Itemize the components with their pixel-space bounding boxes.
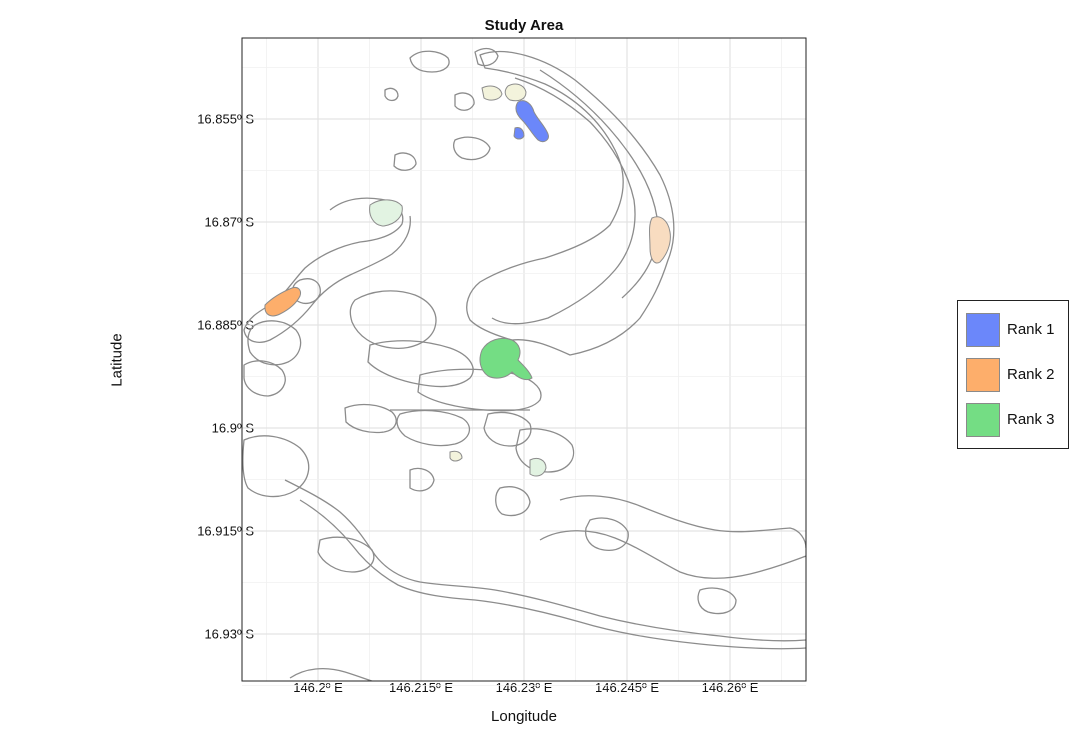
panel-border: [241, 37, 807, 682]
reef-small-b: [453, 136, 491, 161]
rank2-polygon-west: [264, 287, 301, 317]
reef-central-1: [349, 290, 437, 349]
x-tick-label: 146.2º E: [293, 680, 343, 695]
reef-south-patch-2: [584, 517, 629, 551]
y-tick-label: 16.855º S: [197, 111, 254, 127]
y-tick-label: 16.885º S: [197, 317, 254, 333]
y-tick-label: 16.9º S: [211, 420, 254, 436]
reef-patch: [409, 50, 450, 73]
legend-swatch-rank-1: [966, 312, 1000, 347]
legend-label-rank-1: Rank 1: [1007, 321, 1055, 338]
reef-small-c: [384, 87, 399, 102]
x-tick-label: 146.245º E: [594, 680, 660, 695]
reef-bottom-edge: [289, 667, 374, 681]
legend-swatch-rank-3: [966, 402, 1000, 437]
legend-swatch-rank-2: [966, 357, 1000, 392]
reef-west-lobe: [247, 320, 302, 366]
ranked-areas: [264, 83, 671, 477]
map-title: Study Area: [484, 17, 564, 34]
reef-west-arm: [243, 197, 411, 343]
reef-south-patch-5: [409, 467, 435, 492]
reef-central-7: [515, 428, 575, 473]
reef-top-patch: [474, 47, 499, 67]
reef-small-d: [393, 152, 417, 171]
y-tick-label: 16.915º S: [197, 523, 254, 539]
rank2-polygon-east: [649, 216, 671, 264]
reef-west-lower: [243, 360, 286, 397]
legend-item-rank-2: Rank 2: [966, 352, 1060, 397]
reef-central-4: [344, 403, 397, 434]
reef-south-patch-4: [317, 536, 375, 573]
reef-south-band: [284, 479, 806, 642]
x-tick-label: 146.215º E: [388, 680, 454, 695]
rank1-pale-patch-2: [481, 85, 503, 101]
reef-central-6: [483, 411, 532, 447]
legend-item-rank-1: Rank 1: [966, 307, 1060, 352]
rank1-polygon-small: [513, 127, 525, 140]
rank1-pale-patch: [504, 83, 527, 102]
reef-central-3: [417, 368, 542, 412]
rank3-pale-south-2: [449, 450, 463, 462]
reef-south-east-lobe: [559, 495, 806, 549]
rank3-pale-south: [529, 457, 547, 477]
legend-label-rank-3: Rank 3: [1007, 411, 1055, 428]
rank3-polygon: [479, 337, 533, 381]
x-tick-label: 146.26º E: [701, 680, 759, 695]
reef-central-5: [396, 409, 471, 447]
reef-hook-outer: [466, 51, 675, 356]
reef-south-east-2: [539, 530, 806, 579]
rank1-polygon: [515, 100, 549, 143]
legend-item-rank-3: Rank 3: [966, 397, 1060, 442]
x-tick-label: 146.23º E: [495, 680, 553, 695]
x-axis-label: Longitude: [491, 708, 557, 725]
reef-south-patch-1: [495, 486, 531, 517]
reef-south-west: [242, 435, 310, 498]
reef-hook-inner: [491, 77, 636, 325]
reef-small-a: [454, 92, 475, 111]
rank3-pale-west: [369, 199, 403, 227]
reef-south-patch-3: [697, 587, 737, 615]
reef-south-band-2: [299, 499, 806, 650]
grid-lines: [242, 38, 806, 686]
legend: Rank 1 Rank 2 Rank 3: [957, 300, 1069, 449]
reef-hook-inner2: [539, 69, 659, 299]
reef-central-2: [367, 340, 474, 388]
legend-label-rank-2: Rank 2: [1007, 366, 1055, 383]
reef-outlines: [242, 47, 806, 681]
